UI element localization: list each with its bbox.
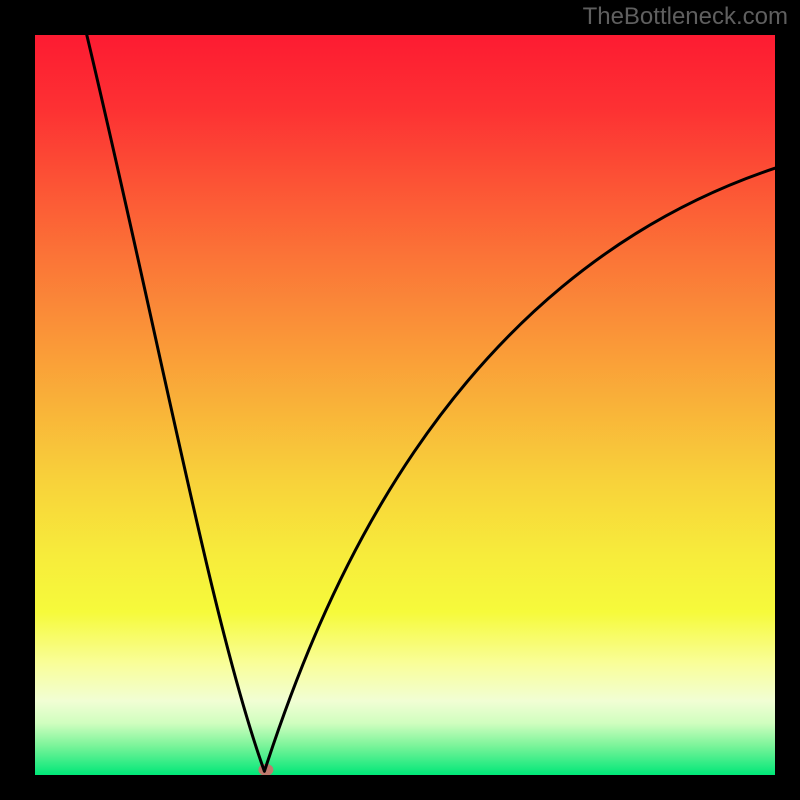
plot-area [35,35,775,775]
bottleneck-curve-chart [0,0,800,800]
chart-frame: TheBottleneck.com [0,0,800,800]
gradient-background [35,35,775,775]
